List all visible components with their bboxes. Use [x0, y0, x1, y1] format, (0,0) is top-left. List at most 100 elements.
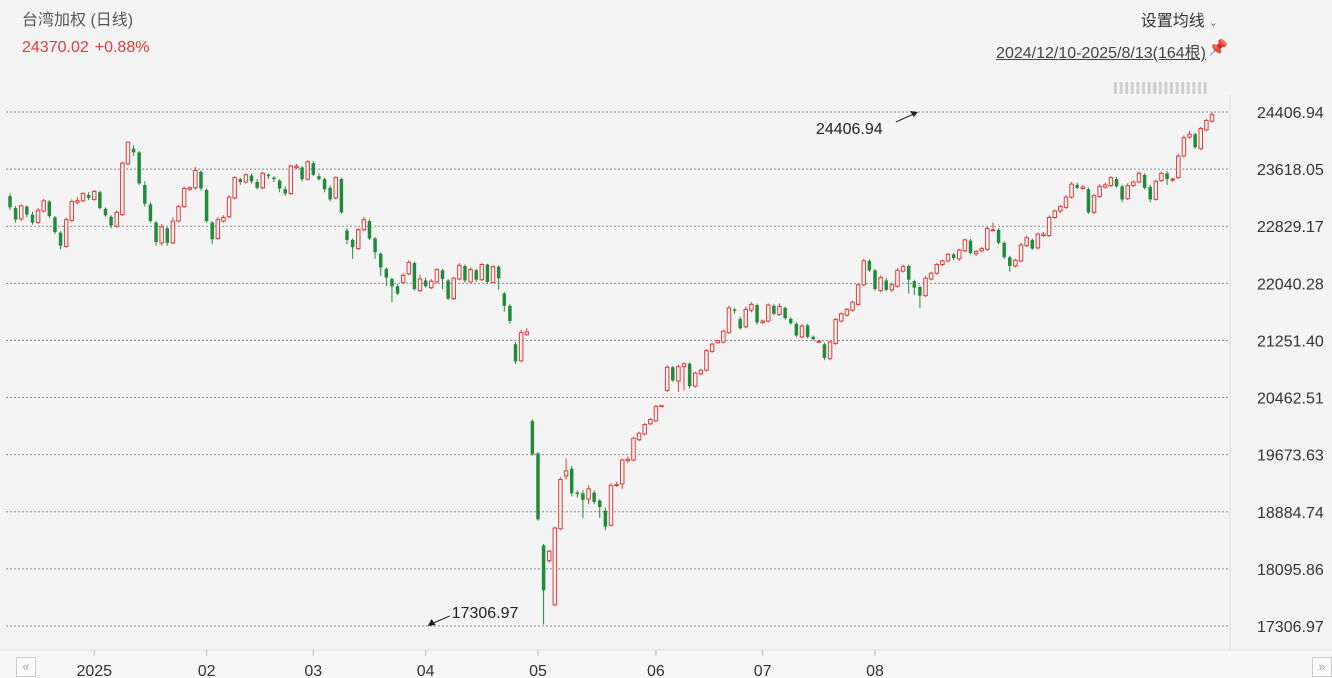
- candle-body: [463, 265, 467, 281]
- scroll-right-icon[interactable]: »: [1312, 657, 1332, 677]
- candle-body: [1120, 186, 1124, 200]
- candle-body: [698, 369, 704, 375]
- x-tick-label: 02: [198, 663, 216, 678]
- candle-body: [726, 307, 732, 334]
- candle-body: [272, 177, 276, 180]
- ma-setting-button[interactable]: 设置均线 ⌄: [1141, 7, 1218, 31]
- candle-body: [721, 330, 726, 343]
- candle-body: [350, 239, 355, 248]
- candle-body: [294, 165, 299, 169]
- candle-body: [979, 248, 984, 252]
- candle-body: [47, 201, 52, 217]
- candle-body: [390, 279, 394, 287]
- candle-body: [451, 277, 456, 300]
- candle-body: [25, 206, 29, 215]
- candle-body: [619, 459, 625, 485]
- candle-body: [143, 184, 147, 204]
- candle-body: [238, 179, 243, 183]
- ma-legend-mark: [1164, 82, 1168, 94]
- candle-body: [18, 205, 24, 220]
- candle-body: [755, 305, 759, 323]
- candle-body: [249, 175, 254, 182]
- candle-body: [429, 280, 434, 289]
- candle-body: [406, 261, 412, 275]
- candle-body: [822, 344, 827, 358]
- candle-body: [479, 264, 485, 281]
- x-tick-label: 05: [529, 663, 547, 678]
- candle-body: [367, 221, 372, 239]
- candle-body: [154, 222, 158, 243]
- candle-body: [69, 201, 75, 221]
- candle-body: [985, 227, 990, 250]
- max-annotation-label: 24406.94: [816, 121, 883, 138]
- candle-body: [204, 189, 209, 222]
- y-tick-label: 24406.94: [1257, 105, 1324, 122]
- candle-body: [255, 182, 259, 188]
- candle-body: [608, 484, 614, 526]
- candle-body: [1181, 137, 1187, 157]
- candle-body: [446, 280, 450, 299]
- y-tick-label: 18095.86: [1257, 562, 1324, 579]
- candle-body: [412, 263, 417, 290]
- candle-body: [581, 493, 585, 500]
- candle-body: [1091, 195, 1097, 213]
- pin-icon[interactable]: 📌: [1208, 40, 1228, 57]
- scroll-left-icon[interactable]: «: [16, 657, 36, 677]
- candle-body: [361, 219, 367, 231]
- candle-body: [934, 264, 940, 274]
- candle-body: [30, 214, 35, 223]
- candle-body: [215, 219, 221, 239]
- candle-body: [1176, 155, 1181, 179]
- candle-body: [260, 172, 265, 189]
- candle-body: [884, 280, 888, 290]
- candle-body: [524, 331, 529, 336]
- ma-legend-mark: [1186, 82, 1190, 94]
- candle-body: [423, 280, 428, 287]
- candle-body: [1136, 172, 1142, 183]
- candle-body: [496, 266, 501, 279]
- candle-body: [210, 222, 214, 240]
- candle-body: [1159, 172, 1164, 182]
- y-tick-label: 21251.40: [1257, 333, 1324, 350]
- candle-body: [614, 484, 619, 487]
- candle-body: [1018, 244, 1024, 262]
- candle-body: [176, 206, 181, 222]
- candle-body: [732, 309, 737, 311]
- candle-body: [339, 179, 344, 213]
- candle-body: [867, 260, 872, 271]
- candle-body: [603, 510, 608, 527]
- candle-body: [137, 152, 141, 184]
- candle-body: [502, 293, 507, 306]
- candle-body: [928, 272, 934, 280]
- candle-body: [356, 229, 361, 250]
- candle-body: [159, 226, 164, 244]
- ma-legend-mark: [1192, 82, 1196, 94]
- candle-body: [373, 238, 377, 253]
- candle-body: [968, 240, 973, 253]
- candle-body: [1103, 184, 1108, 188]
- candle-body: [243, 174, 249, 183]
- date-range-link[interactable]: 2024/12/10-2025/8/13(164根): [996, 45, 1206, 62]
- ma-legend-mark: [1136, 82, 1140, 94]
- candle-body: [636, 432, 642, 441]
- candle-body: [575, 492, 580, 495]
- candle-body: [850, 301, 855, 311]
- candle-body: [788, 318, 793, 324]
- candle-body: [676, 366, 681, 382]
- ma-legend-mark: [1203, 82, 1207, 94]
- candle-body: [518, 332, 524, 362]
- candle-body: [844, 308, 850, 316]
- candle-body: [1125, 185, 1130, 200]
- candle-body: [98, 192, 102, 209]
- ma-legend-mark: [1170, 82, 1173, 94]
- candle-body: [193, 169, 198, 189]
- candle-body: [642, 424, 647, 435]
- candle-body: [1193, 134, 1197, 148]
- candle-body: [687, 363, 692, 387]
- candle-body: [996, 229, 1001, 243]
- candle-body: [811, 336, 815, 340]
- y-tick-label: 22829.17: [1257, 219, 1324, 236]
- candle-body: [1165, 173, 1169, 180]
- candle-body: [1080, 186, 1086, 190]
